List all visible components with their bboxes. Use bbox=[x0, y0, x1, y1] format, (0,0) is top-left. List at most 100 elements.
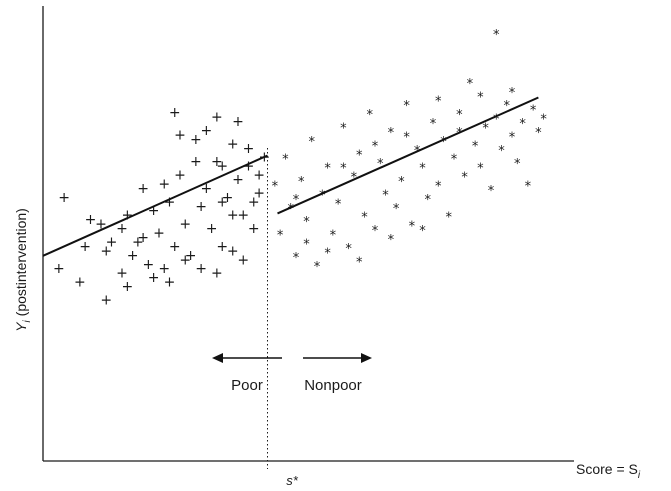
nonpoor-data-point: * bbox=[388, 233, 395, 248]
poor-data-point: + bbox=[232, 114, 244, 130]
nonpoor-data-point: * bbox=[435, 95, 442, 110]
poor-data-point: + bbox=[148, 203, 160, 219]
poor-data-point: + bbox=[206, 221, 218, 237]
nonpoor-data-point: * bbox=[351, 171, 358, 186]
nonpoor-data-point: * bbox=[293, 251, 300, 266]
nonpoor-data-point: * bbox=[356, 148, 363, 163]
nonpoor-data-point: * bbox=[298, 175, 305, 190]
nonpoor-data-point: * bbox=[403, 99, 410, 114]
nonpoor-data-point: * bbox=[377, 157, 384, 172]
nonpoor-data-point: * bbox=[509, 86, 516, 101]
nonpoor-data-point: * bbox=[382, 188, 389, 203]
nonpoor-data-point: * bbox=[467, 77, 474, 92]
poor-data-point: + bbox=[153, 226, 165, 242]
poor-data-point: + bbox=[216, 239, 228, 255]
poor-data-point: + bbox=[58, 190, 70, 206]
nonpoor-label: Nonpoor bbox=[304, 377, 362, 394]
nonpoor-data-point: * bbox=[356, 255, 363, 270]
nonpoor-data-point: * bbox=[361, 211, 368, 226]
nonpoor-data-point: * bbox=[293, 193, 300, 208]
poor-data-point: + bbox=[148, 270, 160, 286]
nonpoor-data-point: * bbox=[366, 108, 373, 123]
nonpoor-data-point: * bbox=[535, 126, 542, 141]
nonpoor-data-point: * bbox=[530, 104, 537, 119]
poor-fit-line bbox=[42, 154, 268, 257]
nonpoor-data-point: * bbox=[345, 242, 352, 257]
plot-area: ++++++++++++++++++++++++++++++++++++ +++ +… bbox=[42, 6, 574, 469]
poor-data-point: + bbox=[127, 248, 139, 264]
nonpoor-data-point: * bbox=[388, 126, 395, 141]
poor-data-point: + bbox=[158, 176, 170, 192]
poor-data-point: + bbox=[227, 136, 239, 152]
cutoff-label: s* bbox=[286, 473, 299, 488]
poor-data-point: + bbox=[132, 234, 144, 250]
poor-data-point: + bbox=[216, 194, 228, 210]
poor-data-point: + bbox=[227, 208, 239, 224]
nonpoor-data-point: * bbox=[540, 113, 547, 128]
poor-data-point: + bbox=[106, 234, 118, 250]
nonpoor-data-point: * bbox=[493, 113, 500, 128]
poor-data-point: + bbox=[216, 159, 228, 175]
nonpoor-data-point: * bbox=[498, 144, 505, 159]
nonpoor-data-point: * bbox=[393, 202, 400, 217]
poor-data-point: + bbox=[201, 123, 213, 139]
poor-data-point: + bbox=[174, 168, 186, 184]
poor-data-point: + bbox=[253, 185, 265, 201]
poor-data-point: + bbox=[100, 292, 112, 308]
poor-data-point: + bbox=[169, 239, 181, 255]
nonpoor-data-point: * bbox=[340, 162, 347, 177]
poor-data-point: + bbox=[211, 154, 223, 170]
poor-data-point: + bbox=[137, 230, 149, 246]
nonpoor-data-point: * bbox=[424, 193, 431, 208]
poor-data-point: + bbox=[179, 217, 191, 233]
nonpoor-data-point: * bbox=[409, 220, 416, 235]
nonpoor-data-point: * bbox=[372, 139, 379, 154]
poor-data-point: + bbox=[253, 168, 265, 184]
fit-lines-layer bbox=[42, 96, 539, 257]
poor-data-point: + bbox=[158, 261, 170, 277]
nonpoor-arrow-head bbox=[361, 353, 372, 363]
nonpoor-data-point: * bbox=[309, 135, 316, 150]
poor-data-point: + bbox=[85, 212, 97, 228]
poor-data-point: + bbox=[164, 194, 176, 210]
poor-data-point: + bbox=[195, 261, 207, 277]
nonpoor-data-point: * bbox=[446, 211, 453, 226]
poor-data-point: + bbox=[79, 239, 91, 255]
poor-arrow-head bbox=[212, 353, 223, 363]
y-axis-label: Yi (postintervention) bbox=[13, 208, 33, 332]
nonpoor-data-point: * bbox=[340, 122, 347, 137]
nonpoor-fit-line bbox=[277, 96, 539, 215]
poor-data-point: + bbox=[116, 221, 128, 237]
poor-data-point: + bbox=[121, 279, 133, 295]
nonpoor-data-point: * bbox=[419, 224, 426, 239]
nonpoor-data-point: * bbox=[488, 184, 495, 199]
poor-data-point: + bbox=[248, 221, 260, 237]
poor-data-point: + bbox=[116, 266, 128, 282]
poor-data-point: + bbox=[174, 127, 186, 143]
nonpoor-data-point: * bbox=[324, 162, 331, 177]
poor-data-point: + bbox=[211, 266, 223, 282]
poor-data-point: + bbox=[53, 261, 65, 277]
poor-data-point: + bbox=[185, 248, 197, 264]
nonpoor-data-point: * bbox=[303, 237, 310, 252]
nonpoor-data-point: * bbox=[525, 179, 532, 194]
poor-data-point: + bbox=[121, 208, 133, 224]
nonpoor-data-point: * bbox=[456, 108, 463, 123]
nonpoor-data-point: * bbox=[482, 122, 489, 137]
poor-data-point: + bbox=[169, 105, 181, 121]
nonpoor-data-point: * bbox=[477, 90, 484, 105]
nonpoor-data-point: * bbox=[272, 179, 279, 194]
nonpoor-data-point: * bbox=[461, 171, 468, 186]
poor-data-point: + bbox=[137, 181, 149, 197]
points-layer: ++++++++++++++++++++++++++++++++++++ +++ +… bbox=[53, 28, 547, 309]
nonpoor-data-point: * bbox=[435, 179, 442, 194]
nonpoor-data-point: * bbox=[509, 130, 516, 145]
nonpoor-data-point: * bbox=[319, 188, 326, 203]
poor-data-point: + bbox=[248, 194, 260, 210]
nonpoor-data-point: * bbox=[287, 202, 294, 217]
poor-data-point: + bbox=[195, 199, 207, 215]
poor-data-point: + bbox=[211, 110, 223, 126]
poor-data-point: + bbox=[95, 217, 107, 233]
poor-data-point: + bbox=[232, 172, 244, 188]
